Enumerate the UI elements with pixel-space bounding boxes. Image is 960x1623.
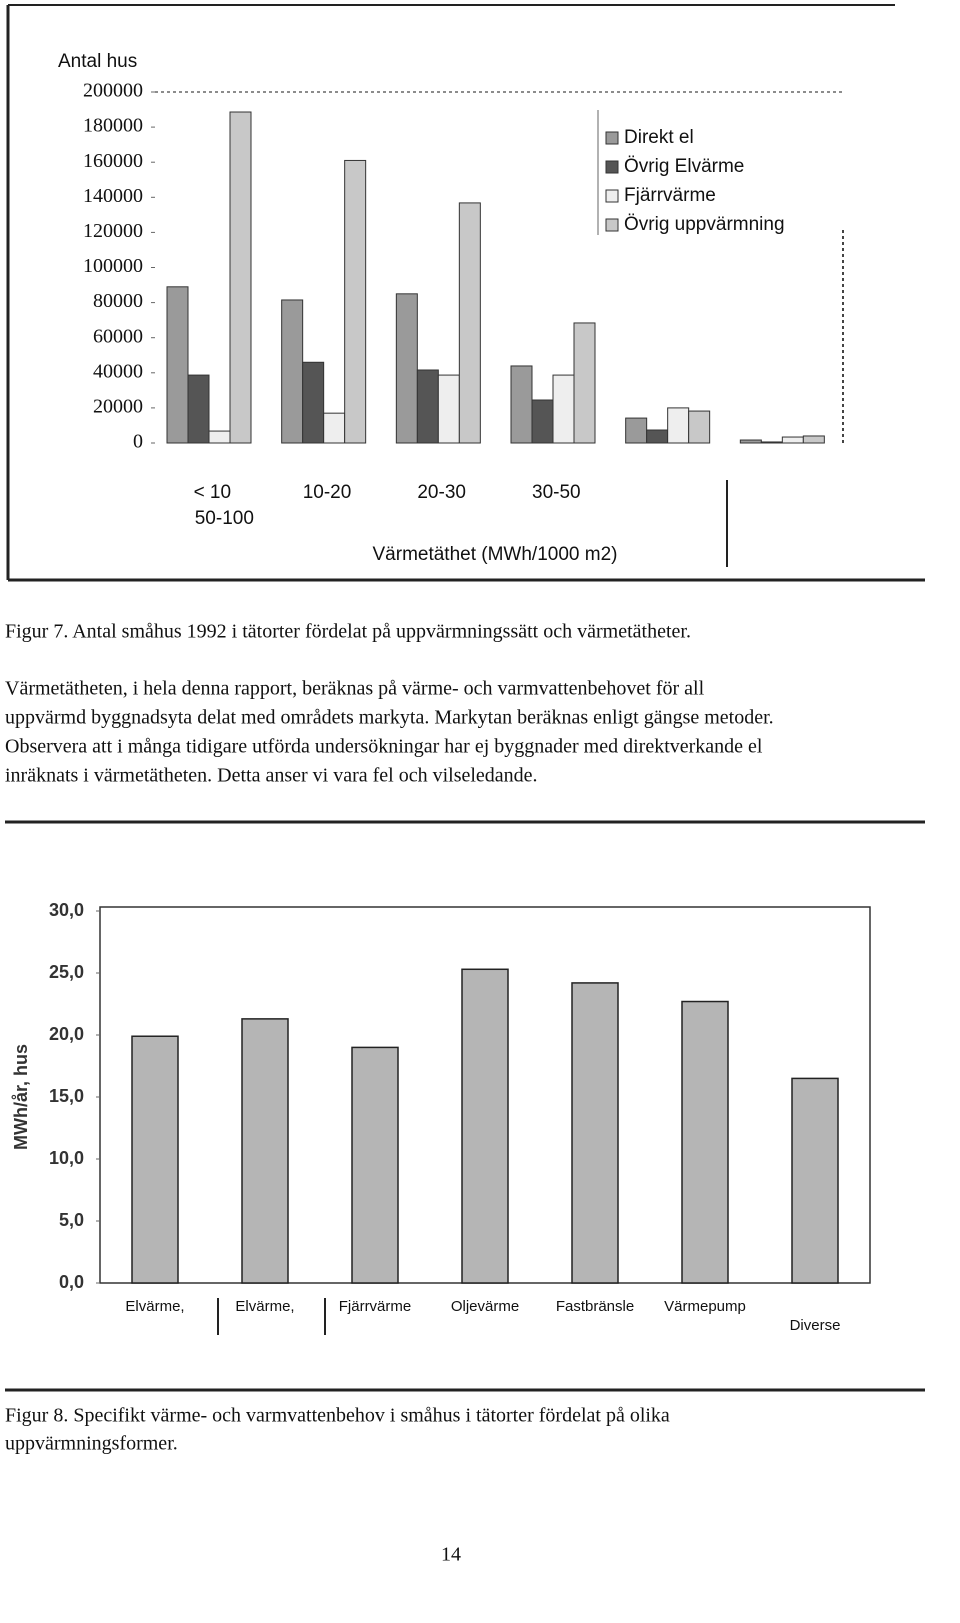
- bar: [461, 968, 509, 1284]
- y-tick-label: 10,0: [49, 1148, 84, 1168]
- y-tick-label: 5,0: [59, 1210, 84, 1230]
- y-tick-label: 120000: [83, 220, 143, 242]
- y-tick-label: 25,0: [49, 962, 84, 982]
- x-tick-label: Elvärme,: [125, 1298, 184, 1315]
- x-tick-label: 20-30: [417, 482, 466, 503]
- x-tick-label: Diverse: [790, 1317, 841, 1334]
- bar: [131, 1035, 179, 1284]
- bar: [510, 365, 533, 444]
- y-tick-label: 30,0: [49, 900, 84, 920]
- paragraph-line: Värmetätheten, i hela denna rapport, ber…: [5, 678, 705, 700]
- legend-label: Direkt el: [624, 127, 694, 148]
- bar: [781, 436, 804, 444]
- y-tick-label: 100000: [83, 255, 143, 277]
- x-tick-label: Värmepump: [664, 1298, 746, 1315]
- x-tick-label: < 10: [194, 482, 232, 503]
- y-tick-label: 20,0: [49, 1024, 84, 1044]
- x-tick-label: Elvärme,: [235, 1298, 294, 1315]
- figure-caption: Figur 7. Antal småhus 1992 i tätorter fö…: [5, 621, 691, 643]
- bar: [241, 1018, 289, 1284]
- y-tick-label: 140000: [83, 185, 143, 207]
- bar: [802, 435, 825, 444]
- bar: [437, 374, 460, 444]
- paragraph-line: inräknats i värmetätheten. Detta anser v…: [5, 765, 538, 787]
- x-tick-label: 10-20: [303, 482, 352, 503]
- y-tick-label: 80000: [93, 290, 143, 312]
- page-number: 14: [441, 1544, 461, 1566]
- legend-label: Övrig uppvärmning: [624, 214, 785, 235]
- figure-caption: uppvärmningsformer.: [5, 1433, 178, 1455]
- y-tick-label: 15,0: [49, 1086, 84, 1106]
- bar: [395, 293, 418, 444]
- y-tick-label: 60000: [93, 325, 143, 347]
- bar: [571, 982, 619, 1284]
- bar: [351, 1046, 399, 1284]
- bar: [229, 111, 252, 444]
- x-tick-label: 30-50: [532, 482, 581, 503]
- bar: [791, 1077, 839, 1284]
- bar: [646, 429, 669, 444]
- y-tick-label: 160000: [83, 150, 143, 172]
- legend-swatch: [605, 160, 619, 174]
- x-tick-label: Fastbränsle: [556, 1298, 634, 1315]
- x-tick-label: 50-100: [195, 508, 254, 529]
- bar: [625, 417, 648, 444]
- bar: [166, 286, 189, 444]
- bar: [187, 374, 210, 444]
- x-axis-label: Värmetäthet (MWh/1000 m2): [373, 544, 618, 565]
- bar: [344, 159, 367, 444]
- paragraph-line: Observera att i många tidigare utförda u…: [5, 736, 763, 758]
- bar: [552, 374, 575, 444]
- legend-label: Övrig Elvärme: [624, 156, 744, 177]
- y-axis-label: MWh/år, hus: [11, 1044, 31, 1150]
- bar: [667, 407, 690, 444]
- bar: [760, 441, 783, 444]
- bar: [208, 430, 231, 444]
- legend-label: Fjärrvärme: [624, 185, 716, 206]
- legend-swatch: [605, 218, 619, 232]
- bar: [531, 399, 554, 444]
- bar: [302, 361, 325, 444]
- bar: [281, 299, 304, 444]
- y-axis-label: Antal hus: [58, 51, 137, 72]
- y-tick-label: 20000: [93, 395, 143, 417]
- y-tick-label: 0,0: [59, 1272, 84, 1292]
- x-tick-label: Oljevärme: [451, 1298, 519, 1315]
- bar: [688, 410, 711, 444]
- y-tick-label: 40000: [93, 360, 143, 382]
- legend-swatch: [605, 131, 619, 145]
- x-tick-label: Fjärrvärme: [339, 1298, 412, 1315]
- y-tick-label: 200000: [83, 80, 143, 102]
- bar: [573, 322, 596, 444]
- bar: [458, 202, 481, 444]
- y-tick-label: 0: [133, 431, 143, 453]
- bar: [739, 439, 762, 444]
- bar: [416, 369, 439, 444]
- paragraph-line: uppvärmd byggnadsyta delat med områdets …: [5, 707, 774, 729]
- y-tick-label: 180000: [83, 115, 143, 137]
- legend-swatch: [605, 189, 619, 203]
- bar: [323, 412, 346, 444]
- bar: [681, 1000, 729, 1284]
- figure-caption: Figur 8. Specifikt värme- och varmvatten…: [5, 1405, 670, 1427]
